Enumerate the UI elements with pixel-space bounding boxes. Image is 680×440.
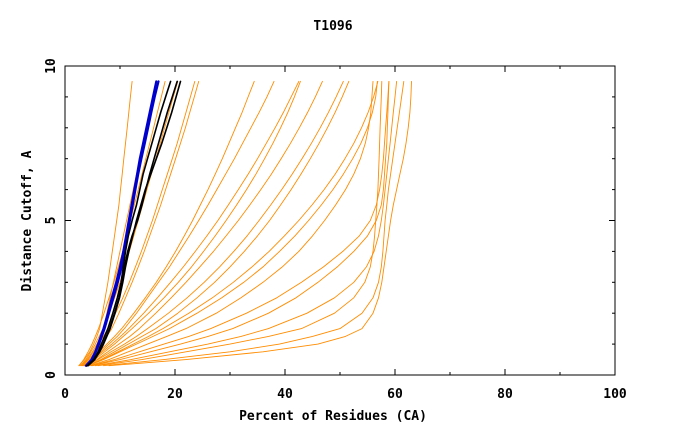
x-ticks: 0 20 40 60 80 100 (61, 66, 627, 402)
chart-title: T1096 (313, 19, 352, 34)
series-line-model-20 (87, 80, 379, 367)
x-axis-label: Percent of Residues (CA) (239, 409, 427, 424)
y-tick-label: 0 (44, 371, 59, 379)
series-line-model-8 (97, 80, 383, 367)
x-tick-label: 40 (277, 387, 293, 402)
series-line-model-4 (85, 80, 323, 367)
y-tick-label: 10 (44, 58, 59, 74)
series-line-model-19 (84, 80, 344, 367)
series-line-model-16 (94, 80, 398, 367)
y-tick-label: 5 (44, 217, 59, 225)
x-tick-label: 20 (167, 387, 183, 402)
series-line-model-3 (83, 80, 275, 367)
series-line-model-12 (84, 80, 301, 367)
x-tick-label: 0 (61, 387, 69, 402)
series-line-black-24 (86, 80, 172, 367)
series-line-black-26 (87, 80, 182, 367)
series-line-model-9 (103, 80, 405, 367)
y-ticks: 0 5 10 (44, 58, 615, 379)
series-line-model-0 (78, 80, 133, 367)
series-line-model-21 (78, 80, 166, 367)
x-tick-label: 60 (387, 387, 403, 402)
curves-layer (78, 80, 412, 367)
series-line-model-5 (86, 80, 350, 367)
x-tick-label: 80 (497, 387, 513, 402)
series-line-model-17 (90, 80, 390, 367)
series-line-model-13 (87, 80, 378, 367)
series-line-blue-23 (85, 80, 160, 367)
series-line-model-10 (108, 80, 412, 367)
series-line-model-15 (83, 80, 300, 367)
series-line-model-11 (82, 80, 255, 367)
x-tick-label: 100 (603, 387, 627, 402)
series-line-model-6 (89, 80, 374, 367)
y-axis-label: Distance Cutoff, A (20, 150, 35, 291)
series-line-model-7 (92, 80, 390, 367)
